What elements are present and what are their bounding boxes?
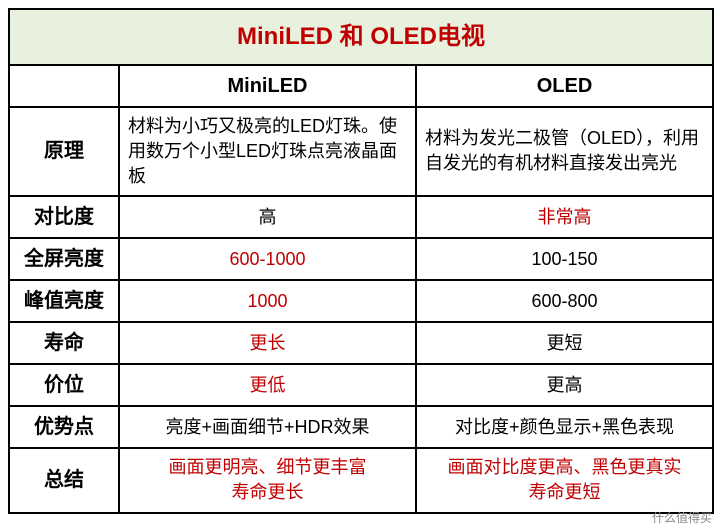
- column-header-row: MiniLED OLED: [9, 65, 713, 107]
- cell-c2: 对比度+颜色显示+黑色表现: [416, 406, 713, 448]
- table-row: 全屏亮度600-1000100-150: [9, 238, 713, 280]
- row-head: 价位: [9, 364, 119, 406]
- cell-c2: 更高: [416, 364, 713, 406]
- row-head: 对比度: [9, 196, 119, 238]
- table-row: 价位更低更高: [9, 364, 713, 406]
- comparison-table: MiniLED 和 OLED电视 MiniLED OLED 原理材料为小巧又极亮…: [8, 8, 714, 514]
- cell-c2: 非常高: [416, 196, 713, 238]
- header-miniled: MiniLED: [119, 65, 416, 107]
- row-head: 全屏亮度: [9, 238, 119, 280]
- row-head: 峰值亮度: [9, 280, 119, 322]
- cell-c1: 高: [119, 196, 416, 238]
- cell-c1: 更长: [119, 322, 416, 364]
- table-body: 原理材料为小巧又极亮的LED灯珠。使用数万个小型LED灯珠点亮液晶面板材料为发光…: [9, 107, 713, 513]
- table-title: MiniLED 和 OLED电视: [9, 9, 713, 65]
- table-row: 寿命更长更短: [9, 322, 713, 364]
- table-row: 峰值亮度1000600-800: [9, 280, 713, 322]
- cell-c1: 1000: [119, 280, 416, 322]
- table-row: 原理材料为小巧又极亮的LED灯珠。使用数万个小型LED灯珠点亮液晶面板材料为发光…: [9, 107, 713, 197]
- row-head: 寿命: [9, 322, 119, 364]
- cell-c2: 材料为发光二极管（OLED），利用自发光的有机材料直接发出亮光: [416, 107, 713, 197]
- cell-c2: 更短: [416, 322, 713, 364]
- header-oled: OLED: [416, 65, 713, 107]
- header-blank: [9, 65, 119, 107]
- table-row: 总结画面更明亮、细节更丰富 寿命更长画面对比度更高、黑色更真实 寿命更短: [9, 448, 713, 512]
- title-row: MiniLED 和 OLED电视: [9, 9, 713, 65]
- table-row: 对比度高非常高: [9, 196, 713, 238]
- table-row: 优势点亮度+画面细节+HDR效果对比度+颜色显示+黑色表现: [9, 406, 713, 448]
- cell-c1: 亮度+画面细节+HDR效果: [119, 406, 416, 448]
- cell-c1: 材料为小巧又极亮的LED灯珠。使用数万个小型LED灯珠点亮液晶面板: [119, 107, 416, 197]
- row-head: 原理: [9, 107, 119, 197]
- cell-c2: 600-800: [416, 280, 713, 322]
- cell-c1: 画面更明亮、细节更丰富 寿命更长: [119, 448, 416, 512]
- row-head: 总结: [9, 448, 119, 512]
- cell-c1: 更低: [119, 364, 416, 406]
- row-head: 优势点: [9, 406, 119, 448]
- cell-c2: 画面对比度更高、黑色更真实 寿命更短: [416, 448, 713, 512]
- cell-c2: 100-150: [416, 238, 713, 280]
- cell-c1: 600-1000: [119, 238, 416, 280]
